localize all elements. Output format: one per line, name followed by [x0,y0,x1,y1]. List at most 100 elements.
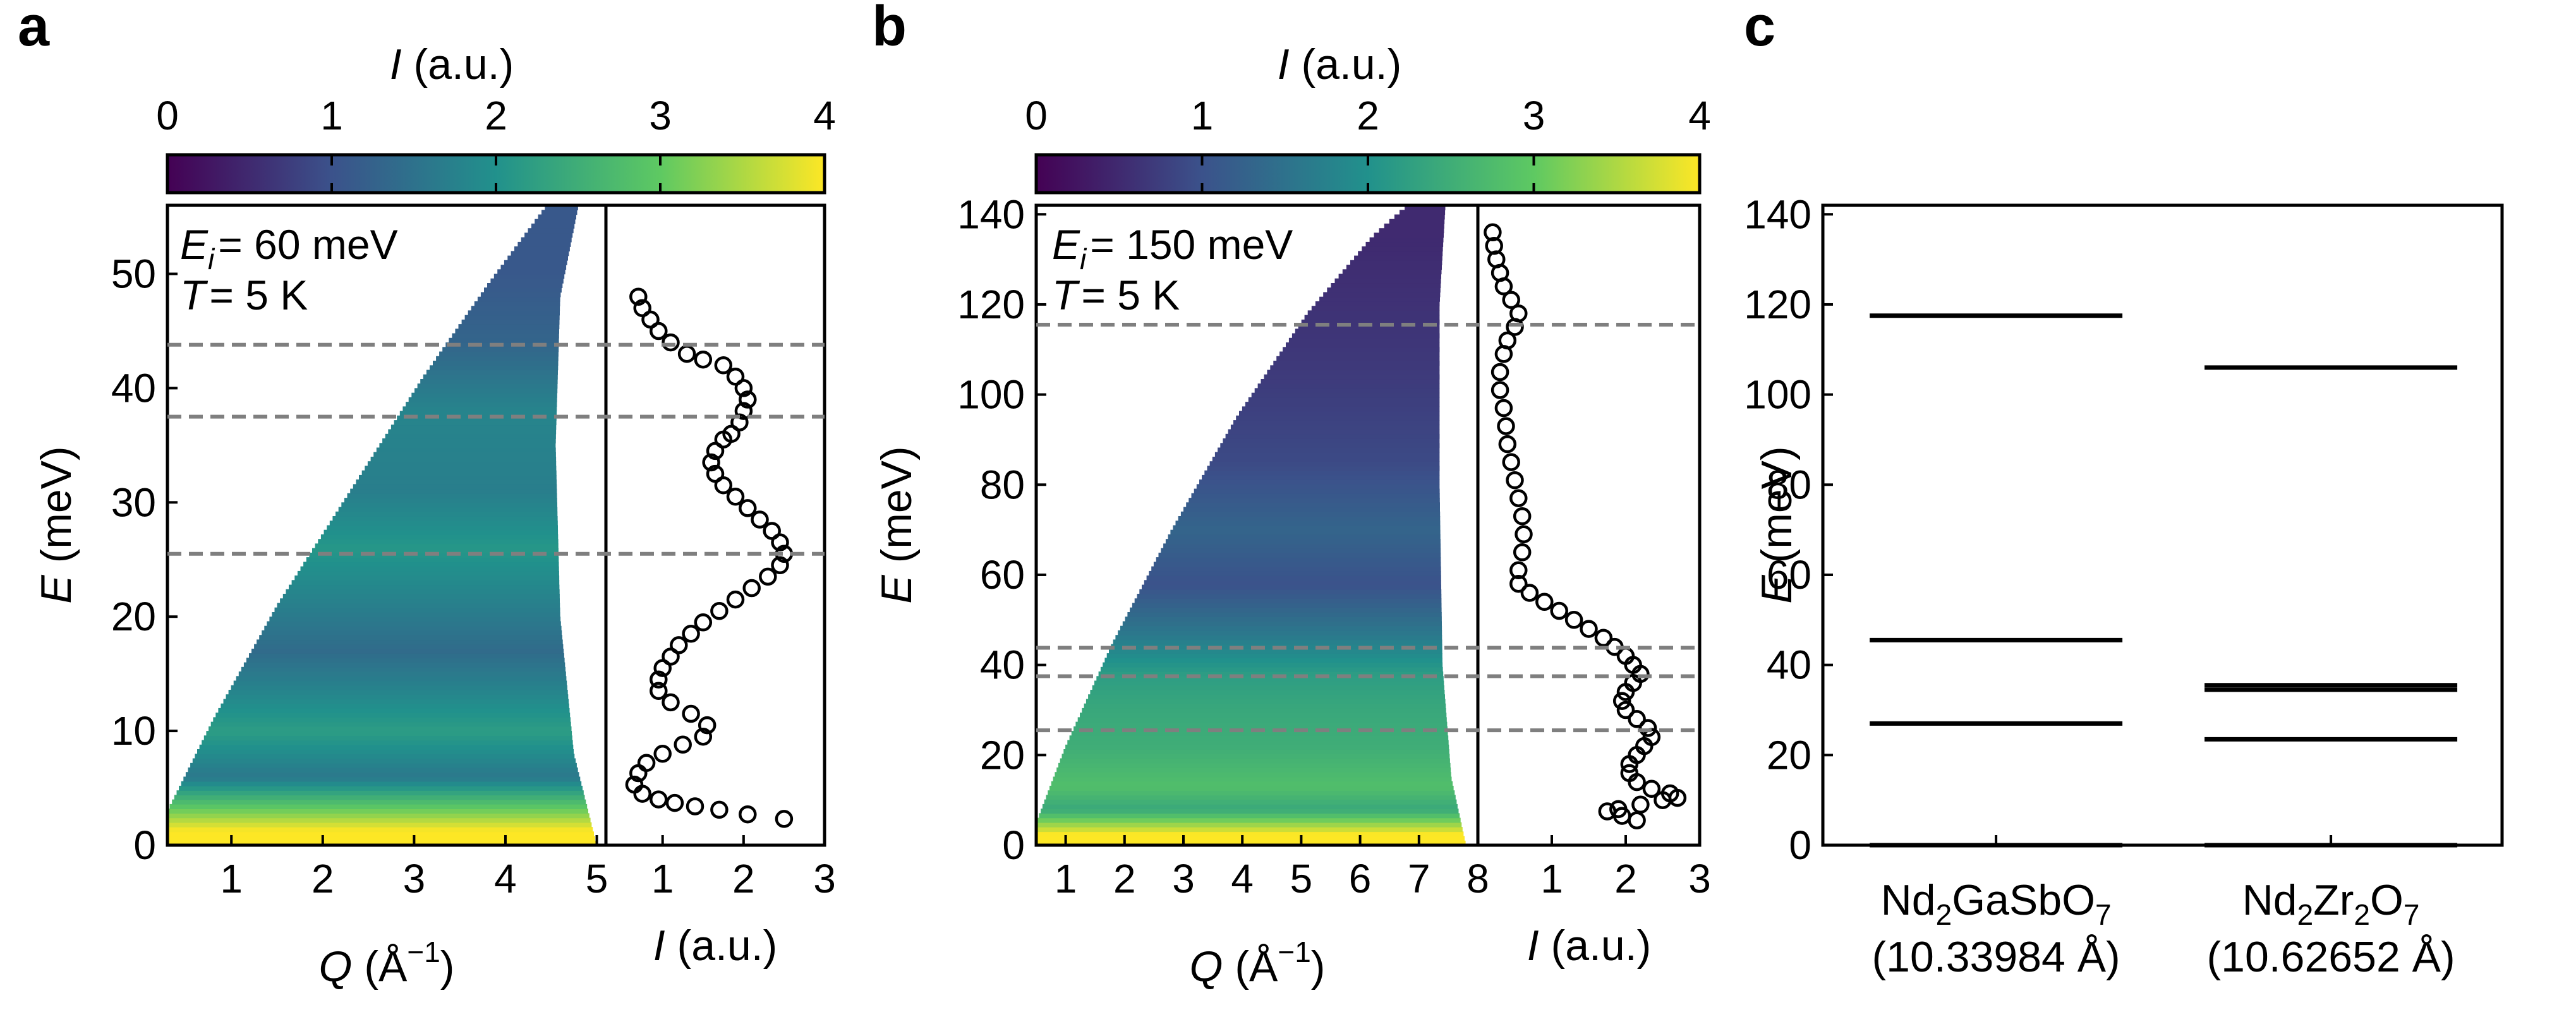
heatmap-band-slice [1358,251,1443,256]
heatmap-band-slice [303,562,559,567]
y-tick-label: 60 [1767,552,1811,598]
cut-data-point [686,797,704,815]
cut-data-point [1494,345,1513,363]
heatmap-band-slice [1207,466,1440,471]
panel-letter-a: a [18,0,50,58]
heatmap-band-slice [188,767,578,773]
cut-data-point [710,800,729,819]
cut-data-point [714,356,733,375]
heatmap-band-slice [259,635,562,641]
heatmap-band-slice [1158,552,1441,558]
heatmap-band-slice [1295,328,1440,334]
heatmap-band-slice [390,424,557,430]
heatmap-band-slice [1214,452,1440,457]
heatmap-band-slice [514,246,570,252]
heatmap-band-slice [433,361,559,366]
heatmap-band-slice [174,795,585,800]
heatmap-band-slice [1084,703,1446,709]
heatmap-band-slice [1304,315,1440,320]
heatmap-band-slice [1125,617,1442,622]
cut-data-point [1491,363,1509,382]
x-tick-label: 4 [494,856,517,901]
colorbar-a: I (a.u.) 0 1 2 3 4 [156,40,836,195]
cut-data-point [1654,791,1672,809]
heatmap-band-slice [1276,356,1440,361]
heatmap-band-slice [1168,534,1441,539]
cut-data-point [734,379,753,397]
heatmap-band-slice [231,685,567,690]
heatmap-band-slice [1088,694,1445,700]
heatmap-band-slice [282,594,560,599]
heatmap-band-slice [1149,570,1441,576]
heatmap-band-slice [367,461,557,467]
cut-x-tick-label: 1 [1540,856,1563,901]
heatmap-band-slice [455,328,559,334]
heatmap-fill-b [1036,205,1466,845]
cut-data-point [653,659,672,677]
heatmap-band-slice [233,680,567,686]
cut-data-point [682,704,700,723]
heatmap-band-slice [327,525,558,531]
cut-data-point [1502,291,1520,310]
xlabel-a: Q (Å−1) [319,936,455,990]
heatmap-band-slice [1037,817,1461,823]
heatmap-band-slice [1230,424,1440,430]
cut-data-point [1564,611,1583,629]
cut-data-point [1631,795,1650,814]
heatmap-band-slice [388,429,557,435]
cut-data-point [1509,574,1528,593]
y-tick-label: 80 [1767,462,1811,507]
heatmap-band-slice [185,772,579,778]
heatmap-band-slice [1094,680,1444,686]
y-tick-label: 40 [1767,642,1811,688]
heatmap-band-slice [1036,831,1464,837]
heatmap-fill-a [167,205,596,845]
colorbar-tick-label: 1 [320,93,343,138]
cut-data-point [1616,683,1635,701]
cut-a: 1 2 3 I (a.u.) [604,203,836,970]
heatmap-band-slice [297,570,559,576]
heatmap-band-slice [1315,301,1440,306]
heatmap-band-slice [1104,658,1442,663]
heatmap-band-slice [1067,740,1449,745]
heatmap-band-slice [373,452,556,457]
heatmap-band-slice [291,580,560,586]
heatmap-band-slice [1379,228,1444,234]
heatmap-band-slice [324,529,559,535]
heatmap-band-slice [493,274,565,279]
heatmap-band-slice [1199,479,1440,485]
heatmap-band-slice [1156,557,1441,563]
heatmap-band-slice [254,644,564,649]
cut-data-point [742,579,761,598]
cut-b: 1 2 3 I (a.u.) [1476,203,1711,970]
heatmap-band-slice [504,260,567,265]
heatmap-band-slice [1270,365,1440,371]
heatmap-band-slice [436,356,559,361]
heatmap-band-slice [1194,488,1440,494]
x-tick-label: 8 [1466,856,1489,901]
heatmap-band-slice [1307,310,1440,316]
heatmap-band-slice [361,470,557,476]
heatmap-band-slice [420,379,558,384]
heatmap-band-slice [1389,219,1445,224]
heatmap-band-slice [1183,507,1440,512]
heatmap-band-slice [1153,562,1441,567]
cut-x-tick-label: 2 [1614,856,1637,901]
category-labels: Nd2GaSbO7(10.33984 Å) Nd2Zr2O7(10.62652 Å… [1872,876,2455,981]
crystal-field-levels [1870,313,2458,848]
heatmap-band-slice [320,534,559,539]
heatmap-band-slice [1092,685,1444,690]
colorbar-tick-label: 4 [1688,93,1711,138]
heatmap-band-slice [477,296,560,302]
heatmap-band-slice [274,607,560,613]
colorbar-tick-label: 0 [156,93,179,138]
heatmap-band-slice [370,457,557,462]
y-tick-label: 0 [1789,822,1811,868]
heatmap-band-slice [1053,776,1452,782]
heatmap-band-slice [1196,484,1440,490]
heatmap-band-slice [1362,246,1443,252]
heatmap-band-slice [1228,429,1440,435]
heatmap-band-slice [1242,406,1440,412]
